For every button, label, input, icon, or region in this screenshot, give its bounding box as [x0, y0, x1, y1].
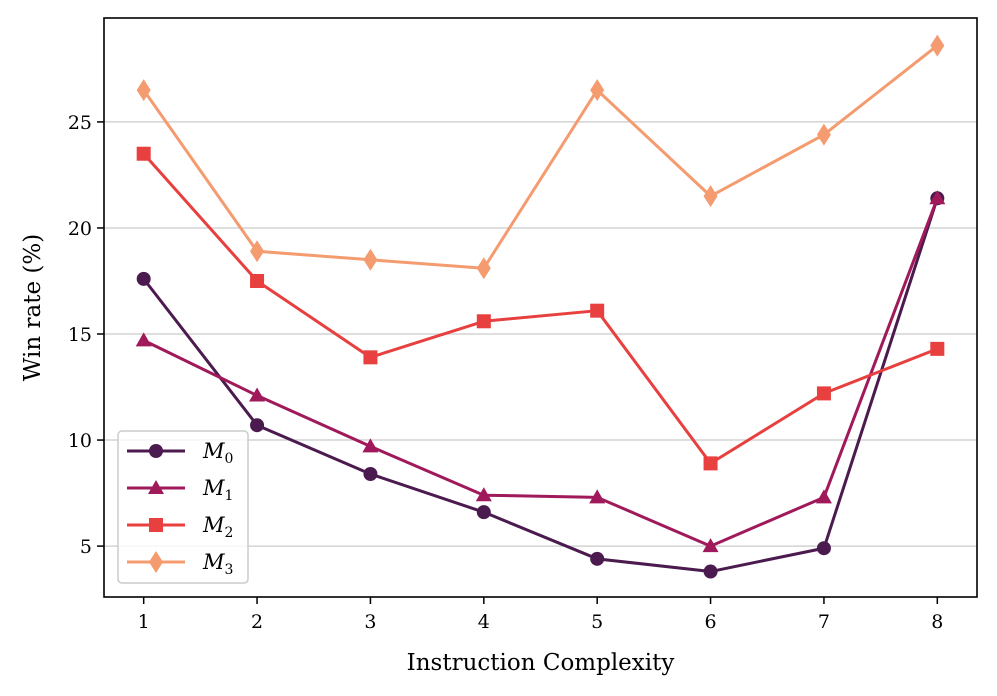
x-tick-label: 3: [364, 611, 376, 633]
series-M2: [136, 146, 945, 471]
data-point-triangle: [702, 538, 719, 553]
data-point-triangle: [249, 387, 266, 402]
data-point-square: [930, 341, 945, 356]
legend-label: M2: [202, 513, 233, 541]
data-point-triangle: [589, 489, 606, 504]
data-point-diamond: [363, 248, 378, 271]
data-point-triangle: [135, 332, 152, 347]
legend-marker-square: [149, 518, 163, 532]
series-M1: [135, 190, 946, 553]
data-point-triangle: [362, 438, 379, 453]
legend-item: M3: [127, 550, 233, 578]
y-tick-label: 10: [68, 430, 92, 452]
data-point-square: [476, 314, 491, 329]
y-tick-label: 15: [68, 324, 92, 346]
y-axis-ticks: 5 10 15 20 25: [68, 112, 104, 558]
y-axis-title: Win rate (%): [20, 234, 46, 381]
series-M0: [136, 191, 945, 579]
data-point-circle: [250, 418, 265, 433]
legend-item: M0: [127, 439, 233, 467]
data-point-diamond: [703, 185, 718, 208]
x-tick-label: 4: [478, 611, 490, 633]
series-line: [142, 44, 939, 270]
data-point-square: [250, 273, 265, 288]
data-point-diamond: [136, 79, 151, 102]
x-tick-label: 5: [591, 611, 603, 633]
data-point-square: [363, 350, 378, 365]
plot-frame: [103, 17, 978, 598]
data-point-diamond: [590, 79, 605, 102]
x-axis-ticks: 1 2 3 4 5 6 7 8: [138, 597, 943, 633]
y-tick-label: 5: [80, 536, 92, 558]
y-tick-label: 25: [68, 112, 92, 134]
gridlines: [104, 121, 977, 547]
data-point-square: [703, 456, 718, 471]
legend-item: M1: [127, 476, 233, 504]
data-point-circle: [590, 551, 605, 566]
data-point-diamond: [476, 257, 491, 280]
data-point-triangle: [815, 489, 832, 504]
x-tick-label: 8: [931, 611, 943, 633]
x-tick-label: 6: [705, 611, 717, 633]
data-point-square: [590, 303, 605, 318]
data-point-diamond: [816, 123, 831, 146]
legend-label: M3: [202, 550, 233, 578]
data-point-square: [136, 146, 151, 161]
legend-box: [117, 430, 249, 584]
x-tick-label: 1: [138, 611, 150, 633]
series-line: [142, 197, 939, 574]
data-point-triangle: [929, 190, 946, 205]
x-tick-label: 7: [818, 611, 830, 633]
data-point-circle: [816, 541, 831, 556]
data-point-triangle: [475, 487, 492, 502]
legend-marker-diamond: [149, 551, 163, 573]
legend-marker-triangle: [148, 480, 164, 494]
data-point-circle: [476, 505, 491, 520]
data-point-diamond: [930, 34, 945, 57]
y-tick-label: 20: [68, 218, 92, 240]
legend-label: M1: [202, 476, 233, 504]
series-group: [135, 34, 946, 579]
data-point-circle: [703, 564, 718, 579]
x-tick-label: 2: [251, 611, 263, 633]
data-point-square: [816, 386, 831, 401]
series-line: [142, 152, 938, 465]
series-M3: [136, 34, 945, 280]
legend-item: M2: [127, 513, 233, 541]
x-axis-title: Instruction Complexity: [407, 650, 675, 676]
legend: M0 M1 M2 M3: [117, 430, 249, 584]
legend-label: M0: [202, 439, 233, 467]
series-line: [143, 197, 939, 548]
data-point-circle: [363, 466, 378, 481]
data-point-circle: [136, 271, 151, 286]
legend-marker-circle: [149, 444, 163, 458]
data-point-diamond: [250, 240, 265, 263]
